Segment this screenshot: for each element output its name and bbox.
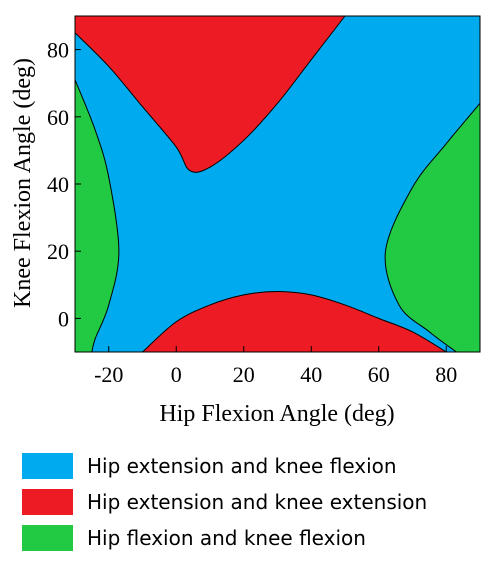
legend-item: Hip extension and knee extension bbox=[22, 484, 482, 520]
x-tick-label: -20 bbox=[94, 362, 123, 387]
region-right bbox=[385, 103, 480, 352]
legend-swatch-red bbox=[22, 489, 73, 515]
y-tick-label: 60 bbox=[47, 105, 69, 130]
contour-chart: -20 0 20 40 60 80 0 20 40 60 80 Hip Flexion Angle … bbox=[10, 15, 481, 427]
legend-item: Hip extension and knee flexion bbox=[22, 448, 482, 484]
region-top bbox=[75, 16, 345, 173]
x-tick-label: 20 bbox=[233, 362, 255, 387]
legend-label: Hip flexion and knee flexion bbox=[87, 526, 366, 550]
y-axis-label: Knee Flexion Angle (deg) bbox=[10, 58, 36, 308]
y-tick-label: 0 bbox=[58, 306, 69, 331]
region-boundary-left bbox=[74, 79, 120, 353]
legend-swatch-green bbox=[22, 525, 73, 551]
axis-ticks: -20 0 20 40 60 80 0 20 40 60 80 bbox=[47, 38, 457, 387]
region-left bbox=[75, 79, 119, 352]
legend-swatch-blue bbox=[22, 453, 73, 479]
x-tick-label: 60 bbox=[368, 362, 390, 387]
region-boundary-top bbox=[74, 15, 346, 173]
plot-area bbox=[74, 15, 481, 353]
y-tick-label: 80 bbox=[47, 38, 69, 63]
region-boundary-right bbox=[384, 103, 481, 353]
x-tick-label: 40 bbox=[300, 362, 322, 387]
x-axis-label: Hip Flexion Angle (deg) bbox=[159, 401, 394, 427]
legend-label: Hip extension and knee extension bbox=[87, 490, 428, 514]
legend-item: Hip flexion and knee flexion bbox=[22, 520, 482, 556]
y-tick-label: 20 bbox=[47, 239, 69, 264]
legend: Hip extension and knee flexion Hip exten… bbox=[22, 448, 482, 556]
legend-label: Hip extension and knee flexion bbox=[87, 454, 397, 478]
x-tick-label: 0 bbox=[171, 362, 182, 387]
region-boundary-bottom bbox=[142, 291, 447, 353]
y-tick-label: 40 bbox=[47, 172, 69, 197]
x-tick-label: 80 bbox=[435, 362, 457, 387]
region-bottom bbox=[142, 291, 447, 352]
